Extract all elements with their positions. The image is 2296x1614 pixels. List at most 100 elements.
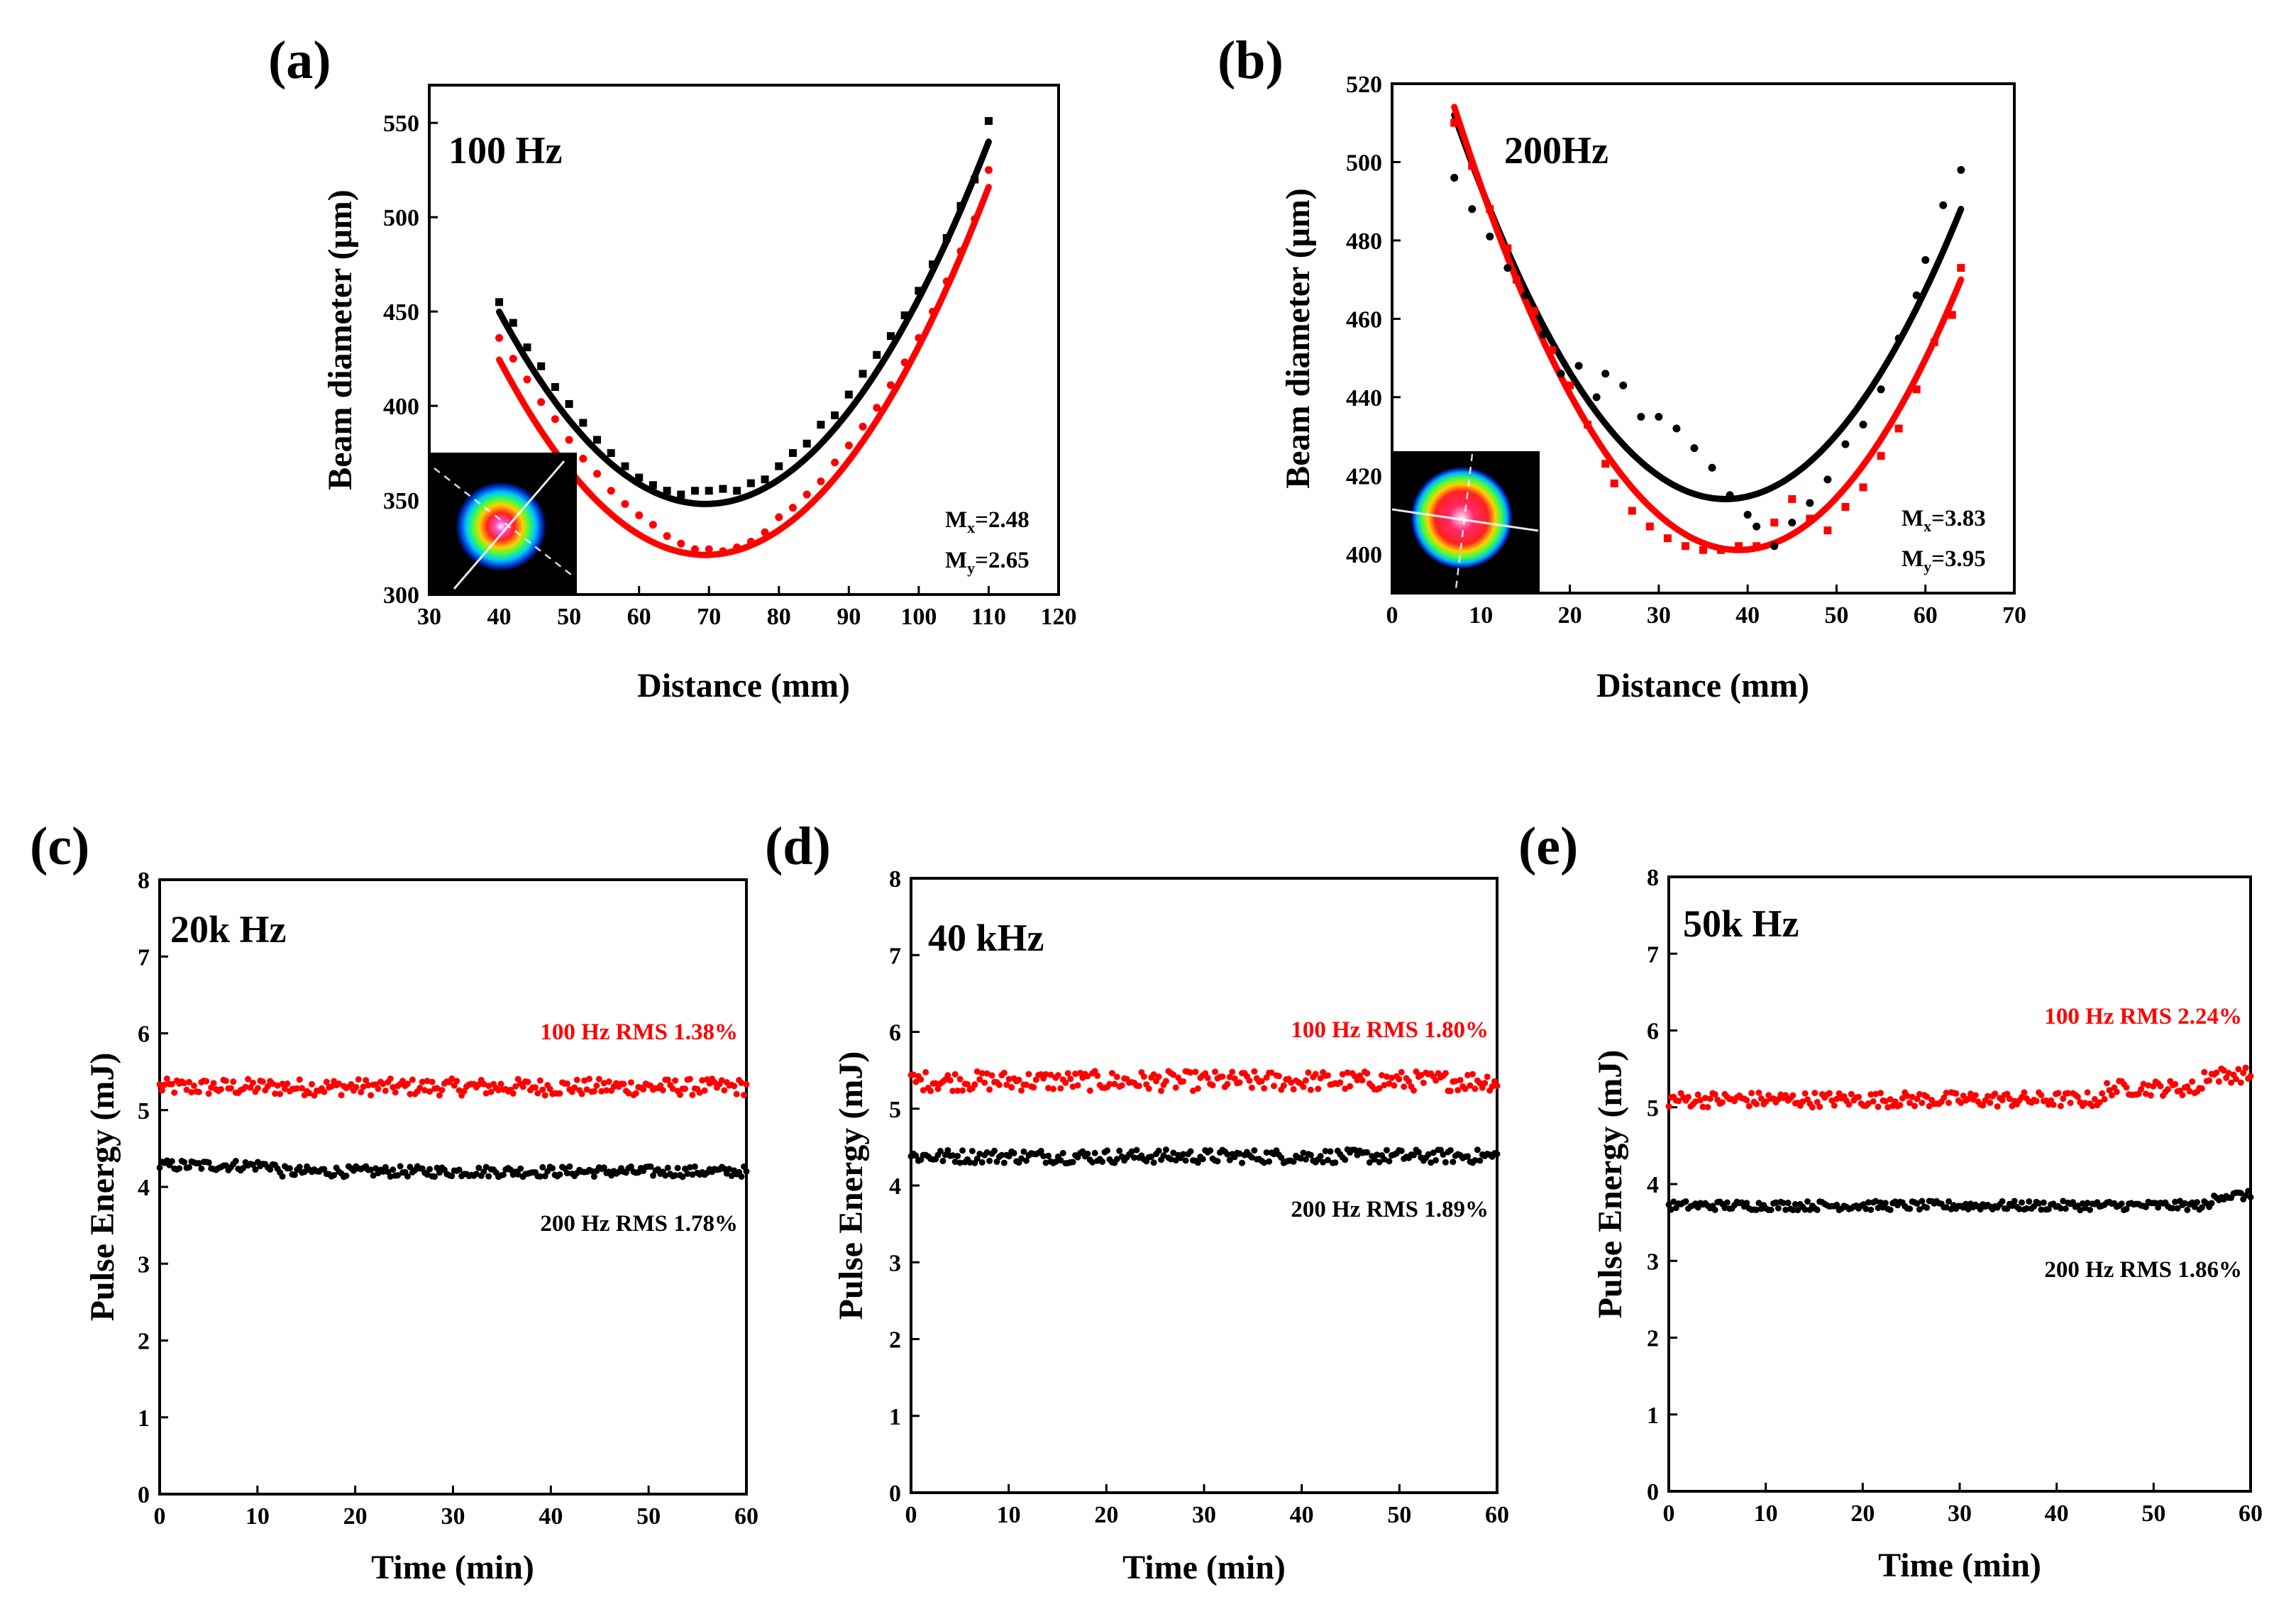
data-point [1064,1070,1071,1077]
plot-frame-e [1667,875,2252,1493]
data-point [2057,1205,2064,1212]
m2-y-eq-b: = [1931,546,1945,572]
data-point [1789,1092,1796,1099]
y-tick-label: 2 [889,1327,901,1354]
data-point [607,487,615,495]
data-point [1133,1146,1140,1154]
data-point [946,1077,954,1084]
data-point [1479,1084,1486,1091]
x-tick-label: 40 [1735,602,1760,629]
data-point [181,1080,188,1087]
annotation-50k: 50k Hz [1683,902,1799,945]
data-point [1948,311,1956,319]
data-point [1040,1152,1047,1159]
data-point [983,1149,990,1156]
data-point [1701,1095,1709,1102]
data-point [1364,1149,1371,1156]
annotation-20k: 20k Hz [170,908,287,951]
data-point [343,1172,350,1179]
data-point [802,439,811,448]
data-point [1398,1068,1405,1076]
data-point [1784,1200,1792,1207]
data-point [1788,494,1796,503]
data-point [900,311,909,319]
y-tick-label: 0 [138,1482,150,1508]
data-point [183,1086,190,1093]
data-point [1919,1198,1926,1205]
data-point [338,1092,345,1099]
y-tick-label: 5 [1647,1095,1659,1122]
data-point [176,1165,183,1172]
data-point [978,1159,986,1166]
data-point [951,1159,959,1166]
x-tick-label: 70 [697,604,721,630]
beam-profile-inset-a [429,453,577,595]
y-tick-label: 7 [889,943,901,969]
data-point [1911,1102,1919,1110]
data-point [249,1079,256,1086]
data-point [573,1076,580,1083]
data-point [993,1158,1000,1165]
data-point [392,1089,399,1096]
data-point [726,1166,733,1173]
data-point [1376,1159,1383,1166]
data-point [163,1075,170,1082]
data-point [495,333,504,342]
y-tick-label: 550 [383,111,419,137]
data-point [1548,346,1557,355]
data-point [1921,256,1930,265]
data-point [1307,1086,1314,1093]
x-ticks-c: 0 10 20 30 40 50 60 [154,1486,758,1530]
data-point [1320,1159,1327,1166]
data-point [1958,1099,1965,1106]
data-point [1113,1073,1120,1080]
data-point [2004,1205,2011,1212]
data-point [1155,1147,1162,1154]
data-point [1307,1151,1314,1159]
data-point [1452,1078,1459,1085]
data-point [281,1085,288,1093]
data-point [565,436,573,444]
data-point [659,1087,666,1094]
data-point [2172,1080,2179,1088]
data-point [1994,1103,2001,1110]
data-point [485,1173,492,1180]
data-point [746,479,755,487]
data-point [168,1158,175,1165]
data-point [348,1080,355,1088]
data-point [1836,1090,1843,1097]
data-point [407,1090,414,1098]
data-point [1681,542,1689,551]
data-point [1884,1104,1892,1111]
data-point [1160,1152,1167,1159]
x-tick-label: 20 [1850,1500,1875,1527]
data-point [681,1085,688,1093]
data-point [1327,1148,1334,1155]
data-point [259,1078,266,1085]
data-point [625,1090,632,1097]
data-point [1162,1078,1169,1085]
data-point [775,513,783,521]
data-point [1236,1150,1243,1157]
data-point [1672,424,1681,433]
data-point [1628,507,1636,515]
data-point [2235,1066,2242,1073]
data-point [519,1083,526,1090]
data-point [1162,1146,1169,1154]
data-point [1794,1207,1801,1214]
data-point [1637,412,1645,421]
data-point [1379,1072,1386,1079]
data-point [2123,1084,2130,1091]
data-point [981,1079,988,1086]
x-tick-label: 50 [1824,602,1848,629]
data-point [368,1166,375,1173]
data-point [1743,1097,1750,1104]
data-point [299,1085,306,1092]
data-point [571,1084,578,1091]
data-point [1155,1073,1162,1080]
rms-label-red-d: 100 Hz RMS 1.80% [1291,1017,1489,1043]
data-point [1859,483,1867,492]
data-point [1980,1102,1987,1109]
data-point [1743,511,1752,519]
x-tick-label: 10 [1469,602,1493,629]
